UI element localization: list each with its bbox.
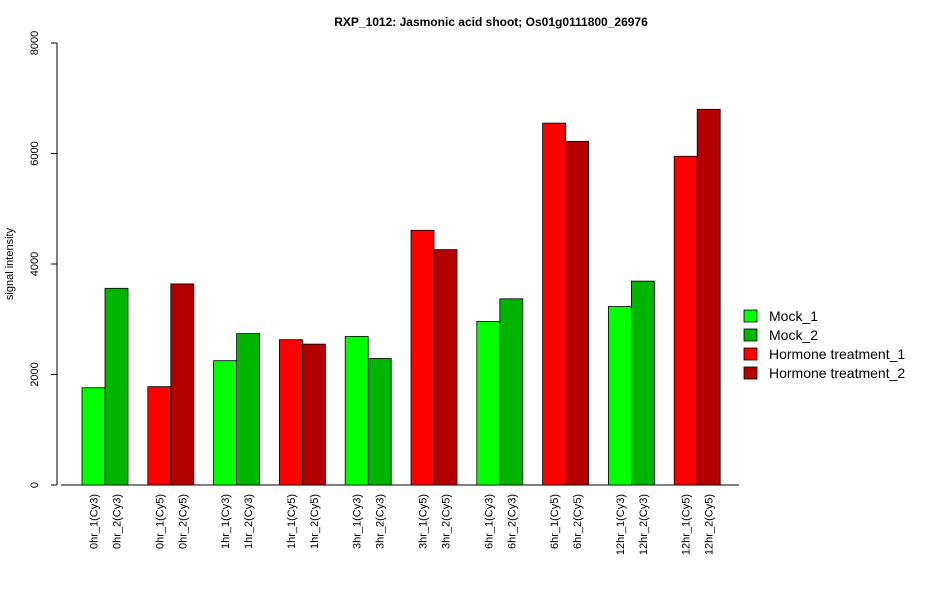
x-tick-label: 12hr_1(Cy5) xyxy=(681,494,693,555)
x-tick-labels: 0hr_1(Cy3) 0hr_2(Cy3) 0hr_1(Cy5) 0hr_2(Cy5)… xyxy=(89,494,716,555)
bar xyxy=(499,298,524,486)
y-tick-label: 4000 xyxy=(29,252,41,276)
x-tick-label: 12hr_2(Cy3) xyxy=(638,494,650,555)
bars xyxy=(81,108,721,486)
legend-label: Hormone treatment_2 xyxy=(769,365,905,381)
chart-title: RXP_1012: Jasmonic acid shoot; Os01g0111… xyxy=(334,15,648,29)
x-tick-label: 0hr_1(Cy3) xyxy=(89,494,101,549)
bar xyxy=(696,108,721,486)
legend: Mock_1 Mock_2 Hormone treatment_1 Hormone t… xyxy=(743,308,905,381)
x-tick-label: 6hr_1(Cy3) xyxy=(483,494,495,549)
bar xyxy=(433,249,458,486)
x-tick-label: 12hr_1(Cy3) xyxy=(615,494,627,555)
legend-label: Hormone treatment_1 xyxy=(769,346,905,362)
bar xyxy=(565,140,589,486)
bar xyxy=(476,321,501,486)
x-tick-label: 3hr_2(Cy3) xyxy=(375,494,387,549)
bar xyxy=(170,283,195,486)
y-tick-label: 0 xyxy=(29,482,41,488)
legend-swatch xyxy=(743,309,758,323)
x-tick-label: 3hr_2(Cy5) xyxy=(441,494,453,549)
bar xyxy=(147,386,172,486)
bar xyxy=(104,287,129,486)
bar xyxy=(410,229,435,486)
legend-label: Mock_2 xyxy=(769,327,818,343)
y-axis-label: signal intensity xyxy=(4,227,16,300)
bar xyxy=(367,358,392,486)
x-tick-label: 1hr_1(Cy5) xyxy=(286,494,298,549)
x-tick-label: 3hr_1(Cy3) xyxy=(352,494,364,549)
bar xyxy=(236,333,261,486)
x-tick-label: 6hr_1(Cy5) xyxy=(549,494,561,549)
x-tick-label: 1hr_2(Cy5) xyxy=(309,494,321,549)
bar xyxy=(278,339,303,486)
bar xyxy=(542,122,566,486)
x-tick-label: 12hr_2(Cy5) xyxy=(704,494,716,555)
legend-swatch xyxy=(743,366,758,380)
x-tick-label: 0hr_2(Cy5) xyxy=(177,494,189,549)
x-tick-label: 1hr_2(Cy3) xyxy=(243,494,255,549)
legend-swatch xyxy=(743,347,758,361)
bar xyxy=(81,387,106,486)
legend-swatch xyxy=(743,328,758,342)
bar xyxy=(344,335,369,486)
y-tick-label: 8000 xyxy=(29,31,41,55)
bar xyxy=(631,280,655,486)
legend-label: Mock_1 xyxy=(769,308,818,324)
bar xyxy=(673,155,698,486)
y-tick-label: 6000 xyxy=(29,141,41,165)
bar xyxy=(213,360,238,486)
x-tick-label: 1hr_1(Cy3) xyxy=(220,494,232,549)
bar xyxy=(301,343,326,486)
bar xyxy=(608,306,632,486)
y-tick-label: 2000 xyxy=(29,362,41,386)
x-tick-label: 0hr_2(Cy3) xyxy=(112,494,124,549)
x-tick-label: 3hr_1(Cy5) xyxy=(418,494,430,549)
x-tick-label: 6hr_2(Cy3) xyxy=(506,494,518,549)
y-axis: 0 2000 4000 6000 8000 xyxy=(29,31,58,488)
x-tick-label: 0hr_1(Cy5) xyxy=(154,494,166,549)
x-tick-label: 6hr_2(Cy5) xyxy=(572,494,584,549)
